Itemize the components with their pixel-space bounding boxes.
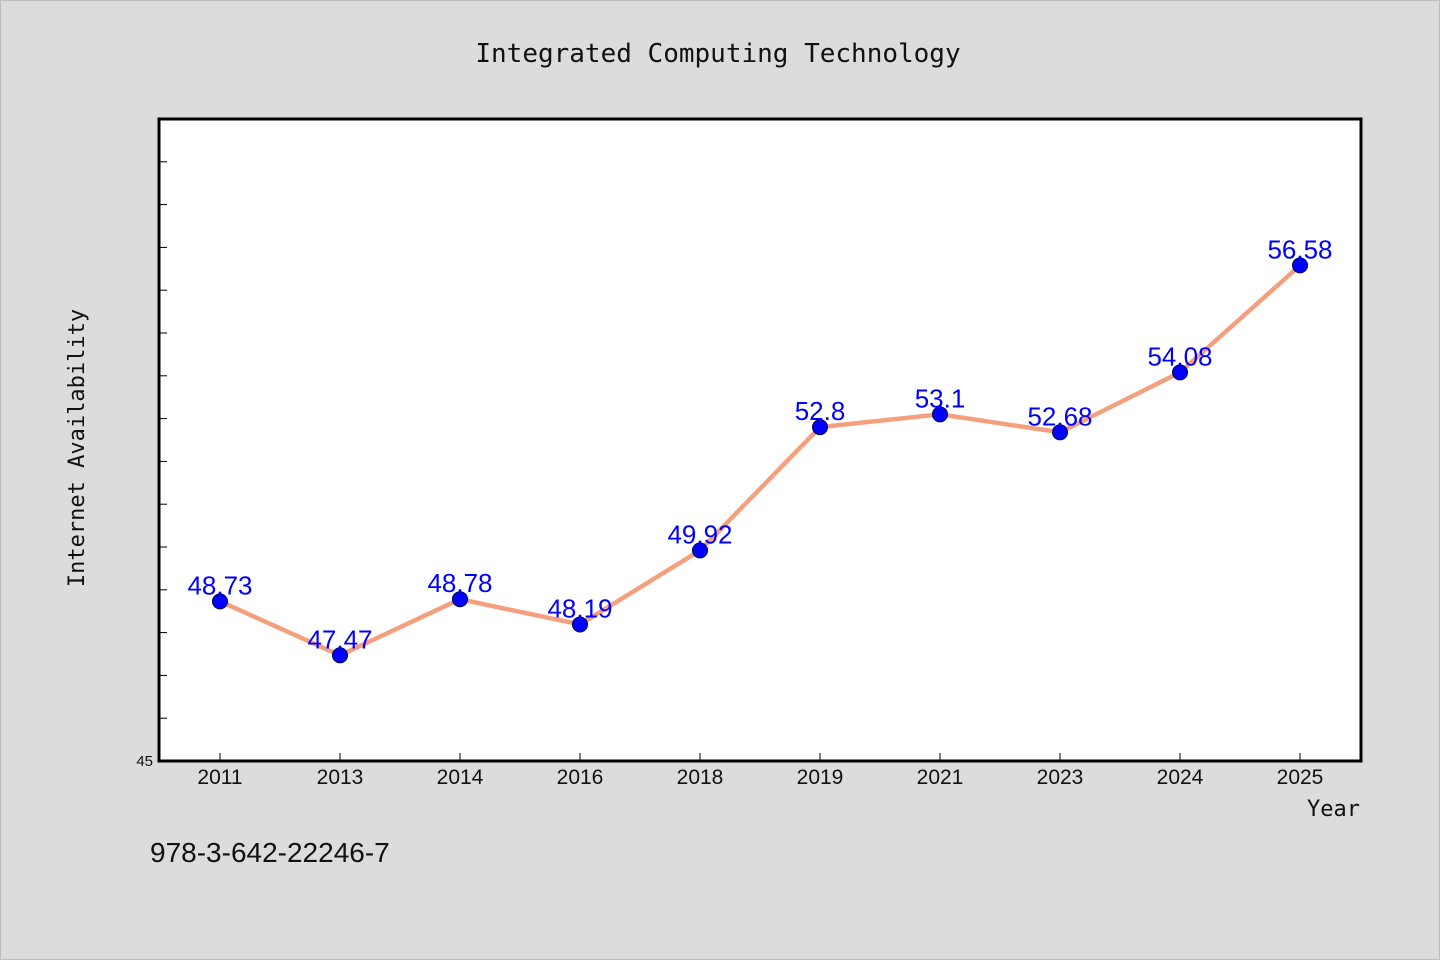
data-point <box>1292 257 1308 274</box>
data-point <box>1172 364 1188 381</box>
data-label: 54.08 <box>1147 341 1212 371</box>
data-point <box>572 616 588 633</box>
x-axis-ticks <box>219 753 1301 761</box>
data-label: 49.92 <box>667 519 732 549</box>
data-point <box>692 542 708 559</box>
data-label: 52.8 <box>795 396 846 426</box>
x-tick-label: 2021 <box>917 766 964 789</box>
data-label: 48.78 <box>427 568 492 598</box>
x-tick-label: 2016 <box>557 766 604 789</box>
y-tick-label: 45 <box>136 753 153 770</box>
data-labels: 48.73 47.47 48.78 48.19 49.92 52.8 53.1 52.68 54… <box>187 234 1332 654</box>
x-axis-tick-labels: 2011 2013 2014 2016 2018 2019 2021 2023 2024 2025 <box>197 766 1323 789</box>
chart-title: Integrated Computing Technology <box>475 39 960 69</box>
data-point <box>1052 424 1068 441</box>
series-markers <box>212 257 1308 664</box>
y-axis-ticks <box>159 161 167 719</box>
x-tick-label: 2024 <box>1157 766 1204 789</box>
x-axis-label: Year <box>1307 797 1360 822</box>
x-tick-label: 2023 <box>1037 766 1084 789</box>
x-tick-label: 2014 <box>437 766 484 789</box>
x-tick-label: 2013 <box>317 766 364 789</box>
x-tick-label: 2025 <box>1277 766 1324 789</box>
x-tick-label: 2011 <box>197 766 242 789</box>
data-point <box>812 419 828 436</box>
y-axis-tick-labels: 45 <box>136 753 153 770</box>
data-label: 52.68 <box>1027 401 1092 431</box>
data-point <box>452 591 468 608</box>
data-label: 48.19 <box>547 593 612 623</box>
series-line <box>217 263 1303 658</box>
plot-area <box>157 117 1363 763</box>
data-label: 47.47 <box>307 624 372 654</box>
x-tick-label: 2019 <box>797 766 844 789</box>
data-point <box>212 593 228 610</box>
x-tick-label: 2018 <box>677 766 724 789</box>
data-point <box>932 406 948 423</box>
data-label: 53.1 <box>915 383 966 413</box>
isbn-footer: 978-3-642-22246-7 <box>150 837 390 868</box>
data-label: 56.58 <box>1267 234 1332 264</box>
data-point <box>332 647 348 664</box>
y-axis-label: Internet Availability <box>65 309 90 587</box>
data-label: 48.73 <box>187 570 252 600</box>
